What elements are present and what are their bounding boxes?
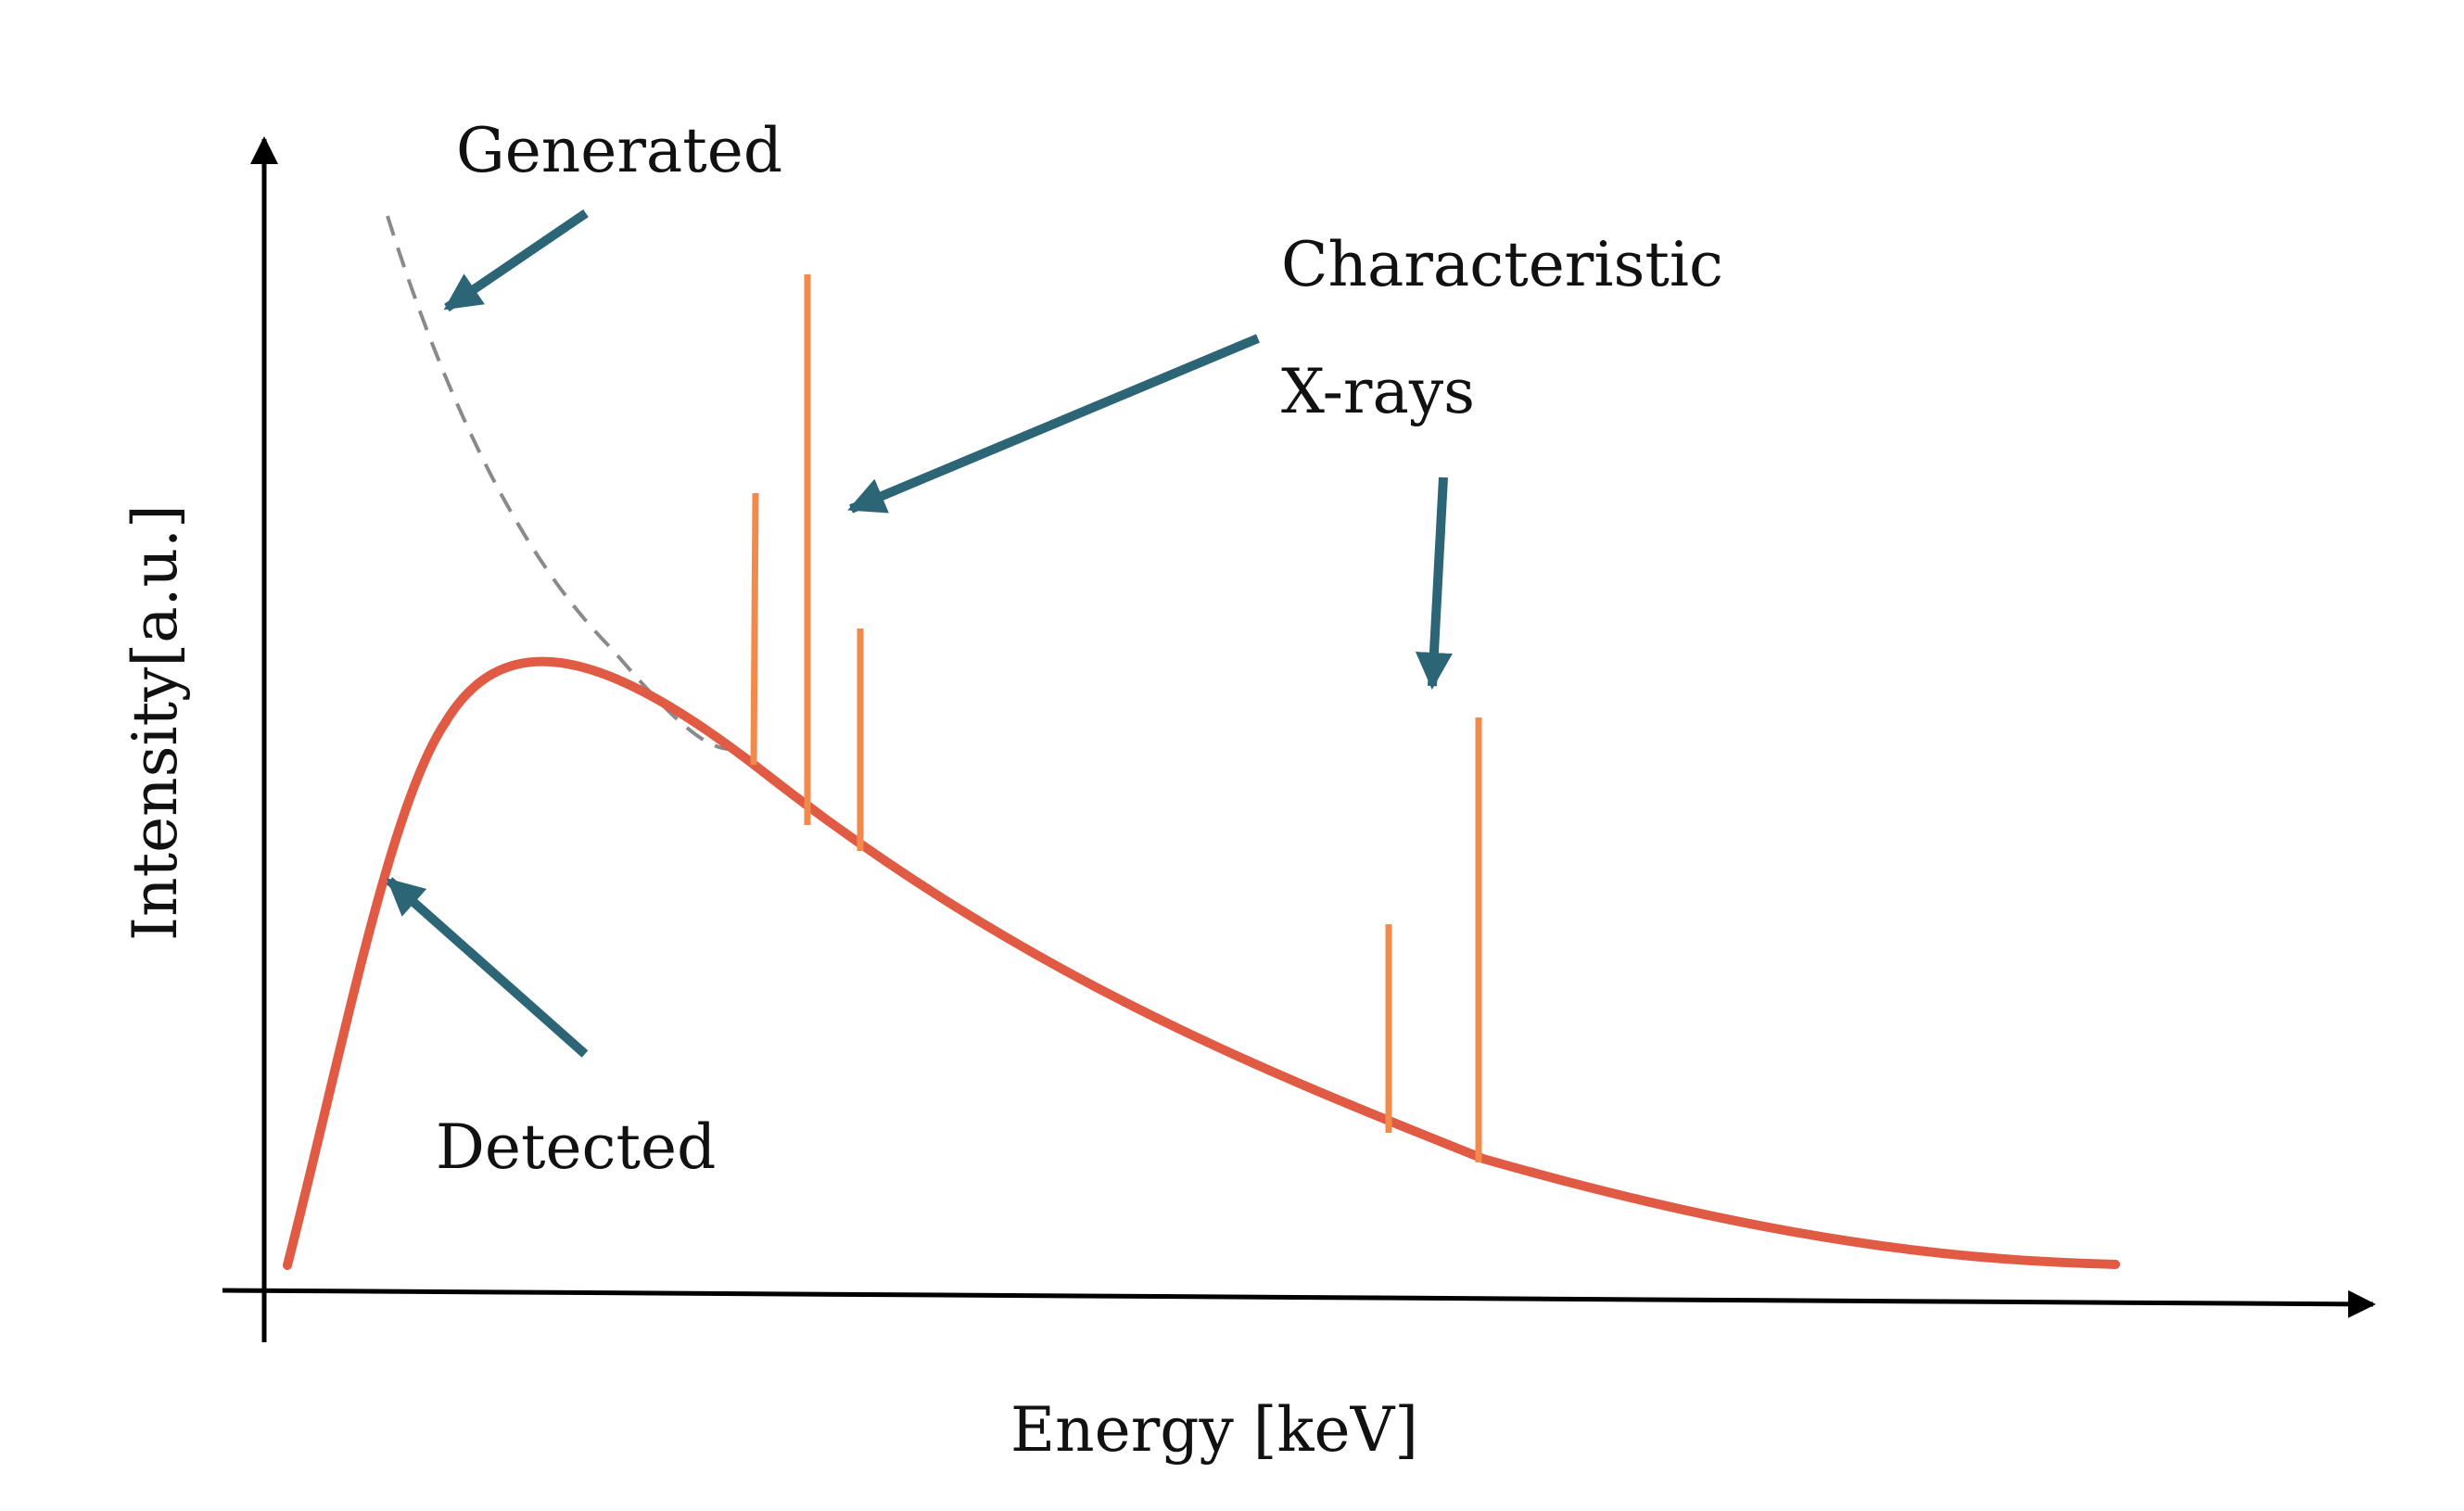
characteristic-arrow-left — [847, 334, 1260, 514]
generated-curve — [386, 215, 733, 752]
detected-label: Detected — [436, 1111, 716, 1183]
generated-arrow — [443, 209, 589, 312]
characteristic-arrow-down — [1415, 476, 1453, 690]
detected-arrow — [386, 877, 589, 1058]
x-axis-label: Energy [keV] — [1010, 1394, 1418, 1466]
characteristic-line-1 — [750, 492, 759, 766]
characteristic-label-line1: Characteristic — [1281, 229, 1723, 300]
y-axis-label: Intensity[a.u.] — [120, 504, 191, 941]
characteristic-label-line2: X-rays — [1281, 356, 1475, 427]
generated-label: Generated — [456, 115, 782, 186]
x-axis — [222, 1288, 2376, 1318]
